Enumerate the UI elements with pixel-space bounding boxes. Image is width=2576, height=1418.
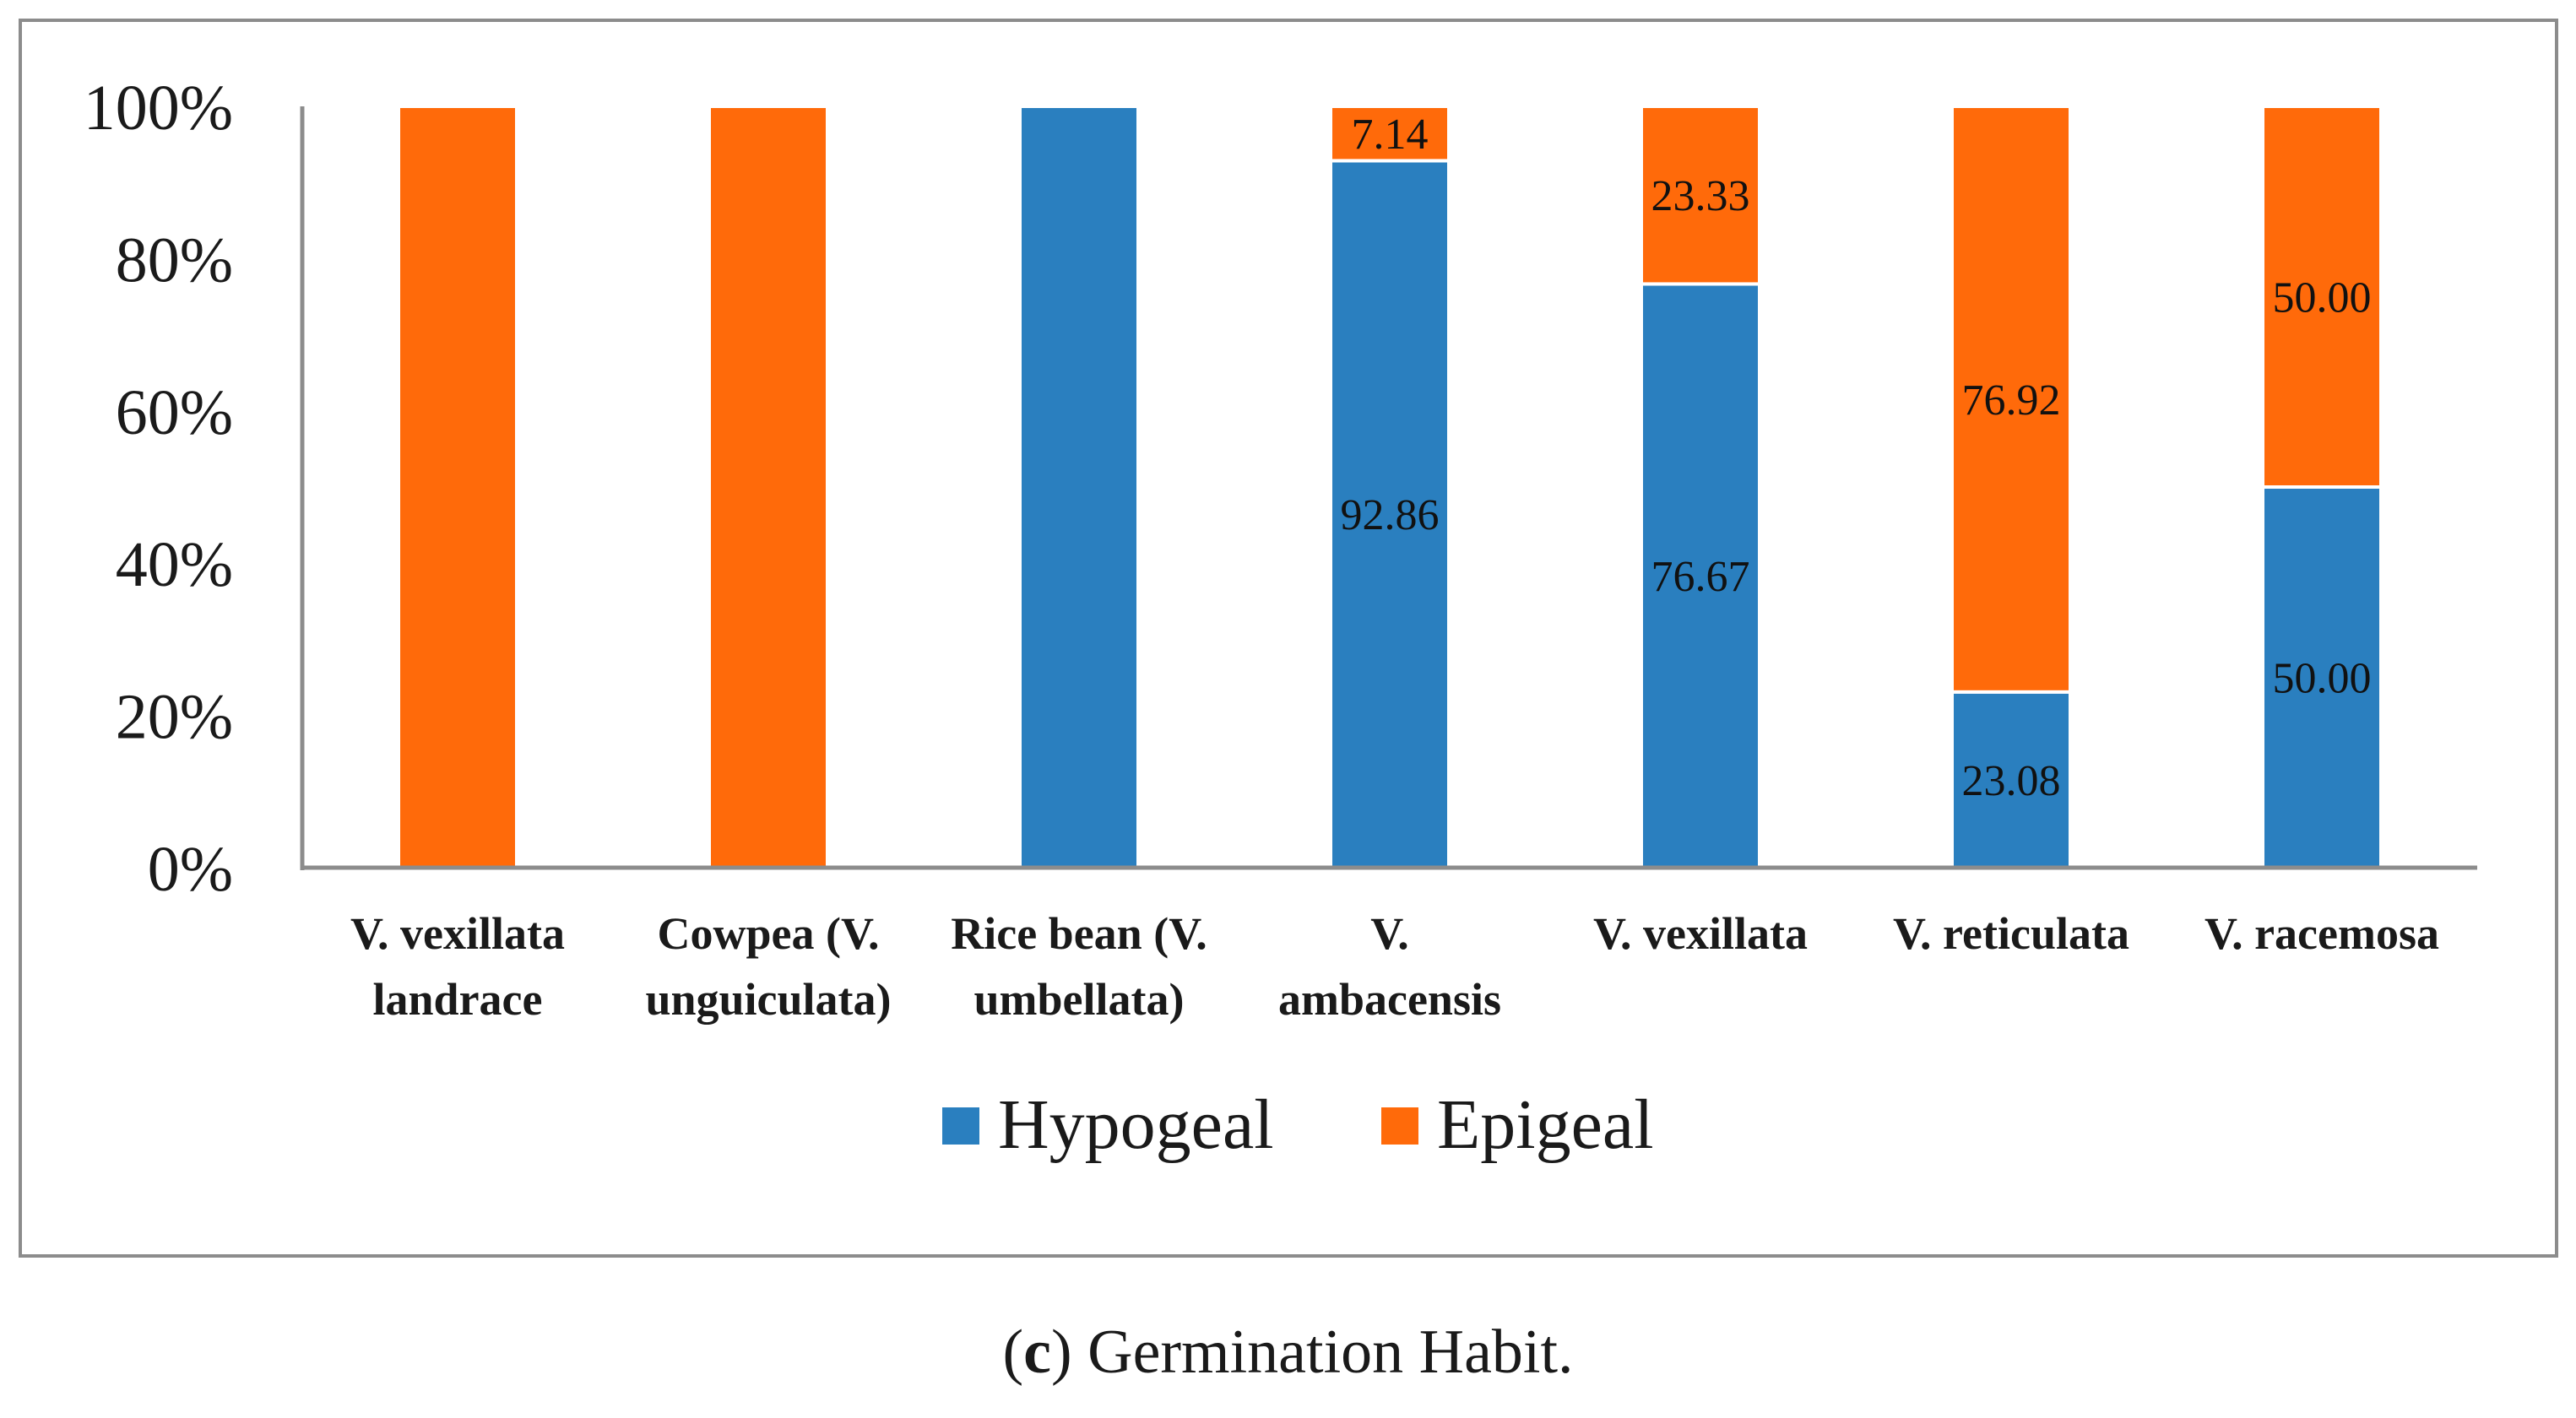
bar-hypogeal-2 xyxy=(1018,105,1140,869)
x-tick-label-1-1: unguiculata) xyxy=(645,974,891,1025)
data-label-epigeal-6: 50.00 xyxy=(2273,274,2372,322)
y-tick-label-4: 80% xyxy=(116,225,233,295)
caption-letter: c xyxy=(1023,1318,1051,1387)
bar-epigeal-5 xyxy=(1950,105,2072,694)
legend-label-hypogeal: Hypogeal xyxy=(998,1085,1274,1164)
caption-text: Germination Habit. xyxy=(1071,1318,1574,1387)
x-tick-label-6-0: V. racemosa xyxy=(2205,908,2439,959)
y-tick-label-5: 100% xyxy=(84,73,233,143)
legend-swatch-epigeal xyxy=(1381,1107,1418,1145)
bar-epigeal-3 xyxy=(1329,105,1451,163)
data-label-hypogeal-4: 76.67 xyxy=(1651,553,1750,601)
data-label-epigeal-3: 7.14 xyxy=(1352,111,1429,159)
stacked-bar-chart: V. vexillata landrace Cowpea (V. unguiculat… xyxy=(84,73,2477,1164)
data-label-epigeal-4: 23.33 xyxy=(1651,172,1750,220)
data-label-hypogeal-5: 23.08 xyxy=(1962,757,2061,805)
bar-hypogeal-3 xyxy=(1329,159,1451,870)
bar-epigeal-0 xyxy=(397,105,518,869)
data-label-epigeal-5: 76.92 xyxy=(1962,376,2061,425)
x-tick-label-4-0: V. vexillata xyxy=(1593,908,1808,959)
y-tick-label-2: 40% xyxy=(116,529,233,600)
legend-swatch-hypogeal xyxy=(942,1107,979,1145)
y-tick-label-0: 0% xyxy=(148,834,233,905)
chart-frame: V. vexillata landrace Cowpea (V. unguiculat… xyxy=(19,19,2558,1258)
data-label-hypogeal-6: 50.00 xyxy=(2273,655,2372,703)
bar-epigeal-1 xyxy=(708,105,829,869)
x-tick-label-0-1: landrace xyxy=(373,974,543,1025)
data-label-hypogeal-3: 92.86 xyxy=(1341,491,1440,539)
x-tick-label-2-1: umbellata) xyxy=(974,974,1185,1025)
x-tick-label-3-1: ambacensis xyxy=(1278,974,1501,1025)
x-tick-label-1-0: Cowpea (V. xyxy=(657,908,879,959)
x-tick-label-2-0: Rice bean (V. xyxy=(951,908,1207,959)
bar-epigeal-4 xyxy=(1640,105,1761,286)
x-tick-label-0-0: V. vexillata xyxy=(350,908,565,959)
y-tick-label-1: 20% xyxy=(116,682,233,753)
figure-caption: (c) Germination Habit. xyxy=(1002,1318,1574,1387)
x-tick-label-5-0: V. reticulata xyxy=(1893,908,2129,959)
x-tick-label-3-0: V. xyxy=(1370,908,1409,959)
legend-label-epigeal: Epigeal xyxy=(1437,1085,1654,1164)
bar-epigeal-6 xyxy=(2261,105,2383,489)
y-tick-label-3: 60% xyxy=(116,377,233,448)
